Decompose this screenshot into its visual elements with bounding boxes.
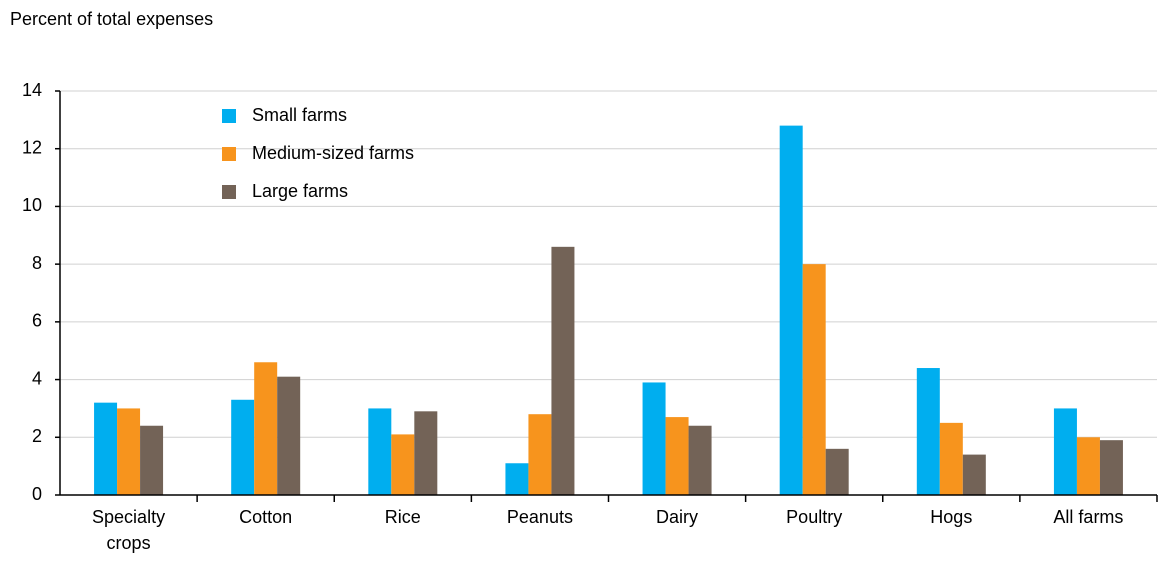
bar [916,368,940,495]
bar [94,402,118,495]
y-tick-label: 14 [22,80,42,100]
y-tick-label: 8 [32,253,42,273]
x-tick-label: All farms [1053,507,1124,527]
bar [231,399,255,495]
y-tick-label: 6 [32,311,42,331]
bar [779,125,803,495]
bar [140,425,164,495]
legend-label: Small farms [252,105,347,125]
bar [368,408,392,495]
bar [688,425,712,495]
bar [277,376,301,495]
bar [254,362,278,495]
bar [414,411,438,495]
x-tick-label: Cotton [239,507,293,527]
bar [505,463,529,495]
legend-swatch [222,147,236,161]
bar [825,448,849,495]
bar [665,417,689,495]
bar [528,414,552,495]
x-tick-label: Poultry [786,507,843,527]
x-tick-label: Specialty crops [92,507,166,553]
bar [962,454,986,495]
bar [1053,408,1077,495]
bar [551,246,575,495]
y-tick-label: 0 [32,484,42,504]
y-tick-label: 4 [32,368,42,388]
bar [939,422,963,495]
y-tick-label: 12 [22,137,42,157]
bar [642,382,666,495]
bar [1076,437,1100,495]
x-tick-label: Rice [384,507,421,527]
x-tick-label: Hogs [930,507,973,527]
y-tick-label: 2 [32,426,42,446]
y-axis-title: Percent of total expenses [10,9,213,29]
bar [391,434,415,495]
x-tick-label: Peanuts [506,507,573,527]
bar [1099,440,1123,495]
legend-swatch [222,185,236,199]
bar [117,408,141,495]
legend-label: Medium-sized farms [252,143,414,163]
y-tick-label: 10 [22,195,42,215]
x-tick-label: Dairy [656,507,699,527]
bar [802,264,826,495]
legend-label: Large farms [252,181,348,201]
legend-swatch [222,109,236,123]
